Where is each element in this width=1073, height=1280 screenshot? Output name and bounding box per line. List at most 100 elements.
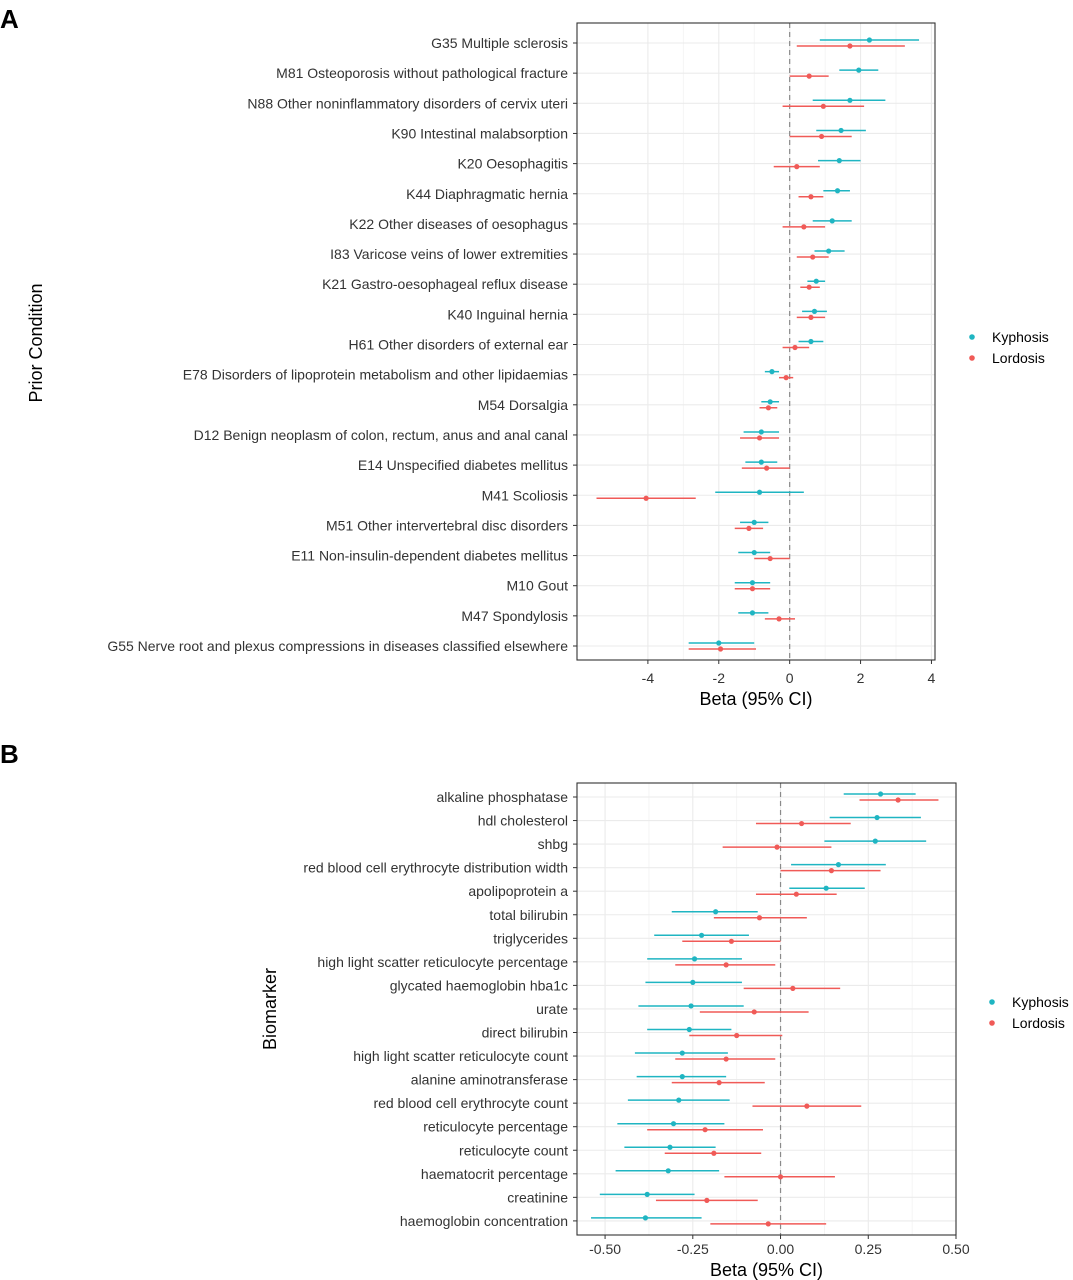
x-tick-label: 2	[857, 670, 865, 686]
lordosis-point	[818, 133, 825, 140]
kyphosis-point	[847, 97, 853, 103]
y-tick-label: red blood cell erythrocyte count	[373, 1095, 568, 1111]
lordosis-point	[820, 103, 826, 109]
y-tick-label: haematocrit percentage	[421, 1166, 568, 1182]
x-tick-label: -2	[713, 670, 726, 686]
lordosis-point	[723, 962, 729, 968]
kyphosis-point	[642, 1215, 649, 1221]
lordosis-point	[806, 73, 812, 79]
lordosis-point	[777, 1174, 784, 1180]
y-tick-label: shbg	[538, 836, 568, 852]
y-tick-label: M54 Dorsalgia	[478, 397, 568, 413]
y-tick-label: I83 Varicose veins of lower extremities	[330, 246, 568, 262]
legend-key-kyphosis	[969, 334, 975, 340]
kyphosis-point	[690, 979, 696, 986]
lordosis-point	[643, 495, 649, 501]
lordosis-point	[765, 405, 772, 411]
lordosis-point	[756, 915, 763, 921]
y-tick-label: K21 Gastro-oesophageal reflux disease	[322, 276, 568, 292]
y-tick-label: M47 Spondylosis	[461, 608, 568, 624]
y-tick-label: high light scatter reticulocyte count	[353, 1048, 568, 1064]
y-tick-label: creatinine	[507, 1189, 568, 1205]
kyphosis-point	[644, 1191, 650, 1197]
y-tick-label: high light scatter reticulocyte percenta…	[317, 954, 568, 970]
y-tick-label: glycated haemoglobin hba1c	[390, 977, 568, 993]
legend-label-kyphosis: Kyphosis	[1012, 994, 1069, 1010]
y-tick-label: E78 Disorders of lipoprotein metabolism …	[183, 367, 568, 383]
kyphosis-point	[872, 838, 878, 844]
panel-a: A G35 Multiple sclerosis M81 Osteoporosis …	[0, 4, 1049, 709]
kyphosis-point	[835, 862, 842, 868]
x-tick-label: 0.50	[942, 1241, 969, 1257]
lordosis-point	[749, 586, 756, 592]
kyphosis-point	[670, 1121, 677, 1127]
lordosis-point	[792, 344, 798, 351]
kyphosis-point	[751, 519, 757, 526]
kyphosis-point	[713, 909, 719, 915]
kyphosis-point	[751, 549, 757, 556]
kyphosis-point	[874, 814, 880, 821]
kyphosis-point	[679, 1050, 685, 1056]
legend-label-lordosis: Lordosis	[1012, 1015, 1065, 1031]
y-tick-label: G55 Nerve root and plexus compressions i…	[107, 638, 568, 654]
kyphosis-point	[688, 1003, 694, 1009]
legend: Kyphosis Lordosis	[969, 329, 1049, 366]
lordosis-point	[734, 1032, 740, 1039]
lordosis-point	[704, 1197, 710, 1203]
lordosis-point	[774, 844, 780, 850]
kyphosis-point	[834, 188, 841, 194]
lordosis-point	[801, 224, 807, 230]
kyphosis-point	[856, 67, 862, 73]
kyphosis-point	[698, 932, 705, 938]
kyphosis-point	[676, 1097, 682, 1103]
lordosis-point	[808, 314, 814, 320]
lordosis-point	[723, 1056, 729, 1062]
lordosis-point	[746, 525, 752, 532]
panel-letter: A	[0, 4, 19, 34]
lordosis-point	[808, 194, 814, 200]
y-tick-label: reticulocyte count	[459, 1142, 568, 1158]
kyphosis-point	[829, 218, 835, 224]
y-tick-label: M10 Gout	[507, 578, 569, 594]
y-tick-label: alanine aminotransferase	[411, 1072, 568, 1088]
y-tick-label: K22 Other diseases of oesophagus	[349, 216, 568, 232]
kyphosis-point	[811, 308, 818, 314]
y-tick-label: K44 Diaphragmatic hernia	[406, 186, 568, 202]
kyphosis-point	[756, 489, 763, 495]
kyphosis-point	[836, 158, 842, 164]
x-tick-label: 4	[928, 670, 936, 686]
y-tick-label: K20 Oesophagitis	[457, 156, 568, 172]
y-tick-label: direct bilirubin	[482, 1025, 568, 1041]
y-tick-label: haemoglobin concentration	[400, 1213, 568, 1229]
y-tick-label: M41 Scoliosis	[482, 487, 568, 503]
plot-border	[576, 22, 936, 661]
legend-key-kyphosis	[989, 999, 995, 1005]
legend: Kyphosis Lordosis	[989, 994, 1069, 1031]
kyphosis-point	[838, 127, 844, 134]
x-axis-title: Beta (95% CI)	[710, 1260, 823, 1280]
kyphosis-point	[808, 338, 814, 345]
lordosis-point	[728, 938, 735, 944]
x-tick-label: -0.50	[589, 1241, 621, 1257]
lordosis-point	[810, 254, 816, 260]
y-tick-label: total bilirubin	[489, 907, 568, 923]
lordosis-point	[804, 1103, 810, 1109]
legend-key-lordosis	[989, 1020, 995, 1026]
lordosis-point	[767, 555, 773, 562]
lordosis-point	[828, 868, 835, 874]
plot-background	[577, 23, 935, 660]
y-tick-label: D12 Benign neoplasm of colon, rectum, an…	[194, 427, 568, 443]
x-tick-label: 0	[786, 670, 794, 686]
kyphosis-point	[866, 37, 873, 43]
y-tick-label: H61 Other disorders of external ear	[349, 337, 569, 353]
lordosis-point	[776, 616, 782, 622]
lordosis-point	[790, 985, 796, 992]
lordosis-point	[783, 375, 789, 381]
y-tick-label: G35 Multiple sclerosis	[431, 35, 568, 51]
legend-label-lordosis: Lordosis	[992, 350, 1045, 366]
y-tick-label: K40 Inguinal hernia	[447, 306, 568, 322]
y-tick-label: red blood cell erythrocyte distribution …	[303, 860, 568, 876]
y-tick-label: M81 Osteoporosis without pathological fr…	[276, 65, 568, 81]
legend-key-lordosis	[969, 355, 975, 361]
